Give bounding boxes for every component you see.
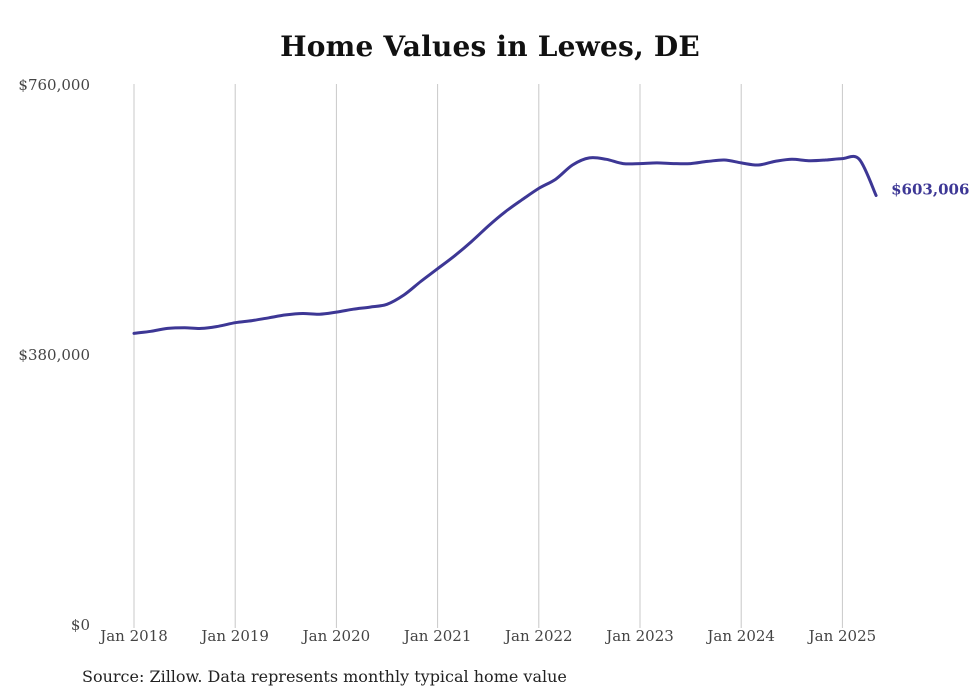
source-note: Source: Zillow. Data represents monthly … [82,667,567,686]
x-axis-labels: Jan 2018 Jan 2019 Jan 2020 Jan 2021 Jan 2022… [98,627,876,645]
x-tick-label: Jan 2021 [402,627,472,645]
y-axis-labels: $0 $380,000 $760,000 [18,76,90,634]
grid-lines [133,84,843,628]
x-tick-label: Jan 2018 [98,627,168,645]
end-value-label: $603,006 [891,181,969,199]
x-tick-label: Jan 2023 [604,627,674,645]
x-tick-label: Jan 2020 [301,627,371,645]
x-tick-label: Jan 2022 [503,627,573,645]
y-tick-label: $760,000 [18,76,90,94]
x-tick-label: Jan 2019 [199,627,269,645]
x-tick-label: Jan 2025 [807,627,877,645]
y-tick-label: $0 [71,616,90,634]
x-tick-label: Jan 2024 [705,627,775,645]
home-value-line [132,154,878,335]
chart-title: Home Values in Lewes, DE [280,30,700,63]
y-tick-label: $380,000 [18,346,90,364]
